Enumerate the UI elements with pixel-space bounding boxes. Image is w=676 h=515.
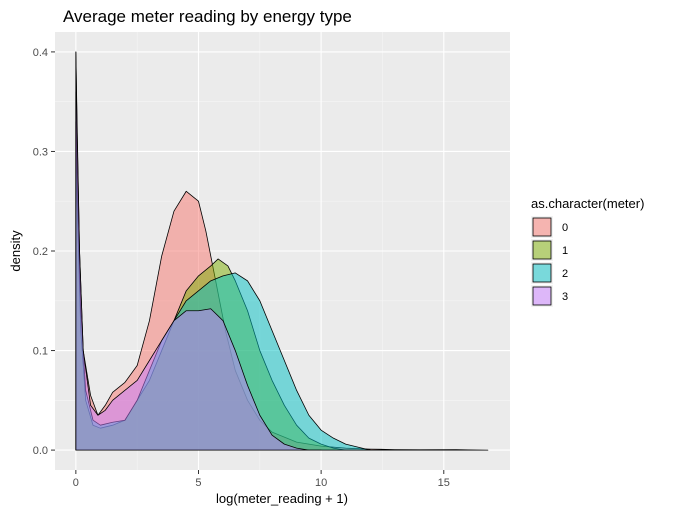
legend-label: 1 (562, 245, 568, 257)
x-tick-label: 15 (438, 477, 450, 489)
legend-label: 0 (562, 222, 568, 234)
y-tick-label: 0.2 (33, 246, 48, 258)
x-axis-title: log(meter_reading + 1) (216, 491, 348, 506)
density-areas (75, 51, 489, 451)
x-tick-label: 5 (195, 477, 201, 489)
legend-swatch-3 (532, 286, 552, 306)
legend-keys: 0 1 2 3 (531, 216, 568, 307)
y-tick-label: 0.4 (33, 47, 48, 59)
chart-title: Average meter reading by energy type (63, 7, 352, 26)
legend-label: 3 (562, 291, 568, 303)
legend-swatch-1 (532, 240, 552, 260)
y-tick-label: 0.3 (33, 146, 48, 158)
legend-title: as.character(meter) (531, 196, 644, 211)
x-tick-label: 0 (73, 477, 79, 489)
legend-swatch-0 (532, 217, 552, 237)
legend: as.character(meter) 0 1 2 3 (531, 196, 644, 307)
y-tick-label: 0.1 (33, 346, 48, 358)
legend-label: 2 (562, 268, 568, 280)
y-axis-title: density (8, 230, 23, 272)
density-area-3 (75, 51, 322, 451)
legend-swatch-2 (532, 263, 552, 283)
y-tick-label: 0.0 (33, 445, 48, 457)
x-tick-label: 10 (315, 477, 327, 489)
x-axis-ticks: 0 5 10 15 (73, 470, 450, 489)
y-axis-ticks: 0.0 0.1 0.2 0.3 0.4 (33, 47, 55, 457)
